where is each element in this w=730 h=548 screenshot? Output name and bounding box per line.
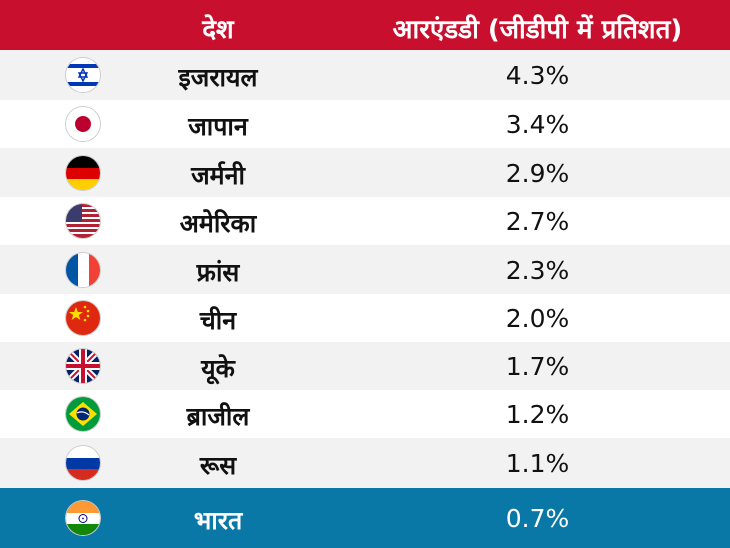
table-row: जर्मनी 2.9%	[0, 148, 730, 198]
table-row: भारत 0.7%	[0, 488, 730, 548]
rnd-value: 0.7%	[505, 504, 570, 533]
header-country: देश	[202, 15, 234, 45]
rnd-value: 4.3%	[505, 61, 570, 90]
header-rnd-percent: आरएंडडी (जीडीपी में प्रतिशत)	[392, 15, 683, 45]
country-name: जापान	[188, 112, 248, 141]
table-row: फ्रांस 2.3%	[0, 245, 730, 295]
table-row: इजरायल 4.3%	[0, 50, 730, 101]
table-row: ब्राजील 1.2%	[0, 390, 730, 439]
table-row: रूस 1.1%	[0, 438, 730, 489]
country-name: चीन	[199, 306, 237, 335]
rnd-value: 2.9%	[505, 159, 570, 188]
india-flag-icon	[66, 501, 100, 535]
rnd-value: 2.0%	[505, 304, 570, 333]
country-name: यूके	[201, 354, 235, 383]
table-row: यूके 1.7%	[0, 342, 730, 391]
table-row: चीन 2.0%	[0, 294, 730, 343]
russia-flag-icon	[66, 446, 100, 480]
israel-flag-icon	[66, 58, 100, 92]
table-row: अमेरिका 2.7%	[0, 197, 730, 246]
country-name: रूस	[199, 451, 237, 480]
country-name: अमेरिका	[179, 209, 257, 238]
rnd-value: 1.7%	[505, 352, 570, 381]
country-name: जर्मनी	[191, 161, 245, 190]
uk-flag-icon	[66, 349, 100, 383]
country-name: इजरायल	[178, 63, 258, 92]
china-flag-icon	[66, 301, 100, 335]
japan-flag-icon	[66, 107, 100, 141]
usa-flag-icon	[66, 204, 100, 238]
table-row: जापान 3.4%	[0, 100, 730, 149]
germany-flag-icon	[66, 156, 100, 190]
rnd-value: 2.7%	[505, 207, 570, 236]
rnd-value: 1.2%	[505, 400, 570, 429]
table-header: देश आरएंडडी (जीडीपी में प्रतिशत)	[0, 0, 730, 50]
rnd-value: 3.4%	[505, 110, 570, 139]
brazil-flag-icon	[66, 397, 100, 431]
country-name: भारत	[193, 506, 243, 535]
country-name: फ्रांस	[196, 258, 240, 287]
rnd-value: 2.3%	[505, 256, 570, 285]
rnd-value: 1.1%	[505, 449, 570, 478]
country-name: ब्राजील	[186, 402, 250, 431]
france-flag-icon	[66, 253, 100, 287]
